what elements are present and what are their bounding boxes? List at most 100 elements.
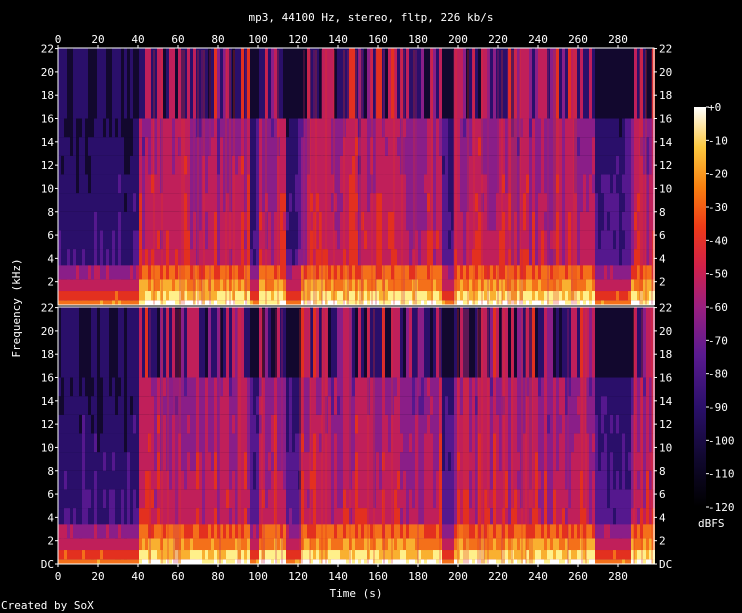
band-cell [286, 489, 289, 509]
band-cell [349, 230, 352, 250]
low-band-cell [76, 300, 79, 305]
band-cell [310, 508, 313, 527]
band-cell [103, 377, 106, 397]
band-cell [241, 470, 244, 490]
low-band-cell [430, 538, 433, 551]
low-band-cell [67, 300, 70, 305]
band-cell [220, 508, 223, 527]
band-cell [583, 193, 586, 212]
upper-cell [265, 307, 268, 378]
band-cell [103, 396, 106, 415]
band-cell [328, 118, 331, 138]
band-cell [529, 118, 532, 138]
band-cell [334, 508, 337, 527]
band-cell [643, 249, 646, 268]
band-cell [79, 211, 82, 231]
upper-cell [394, 307, 397, 378]
low-band-cell [280, 291, 283, 301]
low-band-cell [589, 265, 592, 280]
band-cell [76, 230, 79, 250]
low-band-cell [406, 559, 409, 564]
low-band-cell [217, 524, 220, 539]
band-cell [469, 193, 472, 212]
band-cell [625, 193, 628, 212]
band-cell [145, 489, 148, 509]
band-cell [73, 155, 76, 175]
band-cell [106, 414, 109, 434]
band-cell [388, 249, 391, 268]
low-band-cell [460, 265, 463, 280]
low-band-cell [577, 291, 580, 301]
upper-cell [289, 48, 292, 119]
band-cell [199, 193, 202, 212]
low-band-cell [436, 538, 439, 551]
band-cell [400, 489, 403, 509]
low-band-cell [151, 538, 154, 551]
low-band-cell [577, 279, 580, 292]
low-band-cell [85, 291, 88, 301]
band-cell [577, 230, 580, 250]
band-cell [331, 193, 334, 212]
band-cell [319, 396, 322, 415]
band-cell [118, 489, 121, 509]
band-cell [79, 377, 82, 397]
band-cell [292, 433, 295, 453]
low-band-cell [136, 524, 139, 539]
band-cell [295, 137, 298, 156]
upper-cell [91, 48, 94, 119]
upper-cell [115, 48, 118, 119]
band-cell [385, 414, 388, 434]
band-cell [244, 414, 247, 434]
low-band-cell [328, 265, 331, 280]
band-cell [328, 155, 331, 175]
band-cell [628, 211, 631, 231]
upper-cell [406, 48, 409, 119]
band-cell [208, 452, 211, 471]
band-cell [394, 414, 397, 434]
upper-cell [310, 307, 313, 378]
low-band-cell [304, 524, 307, 539]
band-cell [94, 377, 97, 397]
band-cell [103, 489, 106, 509]
band-cell [436, 433, 439, 453]
band-cell [568, 193, 571, 212]
low-band-cell [151, 291, 154, 301]
band-cell [406, 230, 409, 250]
band-cell [403, 414, 406, 434]
band-cell [262, 249, 265, 268]
band-cell [64, 489, 67, 509]
band-cell [475, 193, 478, 212]
band-cell [271, 155, 274, 175]
band-cell [247, 118, 250, 138]
low-band-cell [529, 291, 532, 301]
band-cell [388, 155, 391, 175]
band-cell [142, 230, 145, 250]
low-band-cell [349, 279, 352, 292]
band-cell [631, 193, 634, 212]
band-cell [343, 470, 346, 490]
band-cell [577, 137, 580, 156]
band-cell [394, 470, 397, 490]
low-band-cell [241, 538, 244, 551]
band-cell [214, 377, 217, 397]
band-cell [169, 155, 172, 175]
upper-cell [628, 48, 631, 119]
upper-cell [448, 48, 451, 119]
band-cell [352, 433, 355, 453]
band-cell [643, 155, 646, 175]
low-band-cell [112, 300, 115, 305]
low-band-cell [424, 559, 427, 564]
band-cell [613, 230, 616, 250]
band-cell [337, 137, 340, 156]
band-cell [409, 433, 412, 453]
band-cell [145, 249, 148, 268]
band-cell [427, 414, 430, 434]
band-cell [100, 489, 103, 509]
band-cell [217, 414, 220, 434]
band-cell [586, 174, 589, 194]
low-band-cell [202, 550, 205, 560]
band-cell [595, 174, 598, 194]
low-band-cell [106, 300, 109, 305]
band-cell [271, 193, 274, 212]
band-cell [106, 174, 109, 194]
